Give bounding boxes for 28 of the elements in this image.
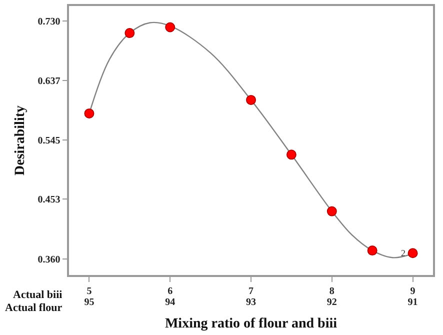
y-tick-label: 0.637	[38, 76, 60, 88]
x-tick-label: 8	[329, 286, 334, 297]
x2-tick-label: 91	[408, 297, 418, 308]
text: Actual biii	[13, 289, 62, 301]
x2-tick-label: 93	[246, 297, 256, 308]
x2-tick-label: 94	[165, 297, 176, 308]
x2-tick-label: 95	[84, 297, 94, 308]
y-tick-label: 0.360	[38, 254, 60, 266]
point	[246, 94, 256, 105]
y-tick-label: 0.545	[38, 135, 60, 146]
x-tick-label: 6	[168, 286, 173, 297]
y-tick-label: 0.730	[38, 16, 60, 28]
annotation: 2	[401, 248, 406, 258]
point	[84, 108, 94, 118]
x2-tick-label: 92	[326, 297, 337, 308]
y-axis-title: Desirability	[12, 106, 28, 176]
point	[408, 248, 418, 258]
x-tick-label: 9	[410, 286, 416, 297]
x-axis-title: Mixing ratio of flour and biii	[164, 316, 338, 332]
x-tick-label: 5	[86, 286, 92, 297]
x-tick-label: 7	[248, 286, 254, 297]
point	[367, 246, 378, 256]
point	[124, 28, 135, 38]
y-tick-label: 0.453	[38, 194, 60, 206]
point	[165, 22, 176, 32]
point	[286, 150, 296, 160]
point	[326, 206, 337, 216]
text: Actual flour	[5, 302, 62, 314]
